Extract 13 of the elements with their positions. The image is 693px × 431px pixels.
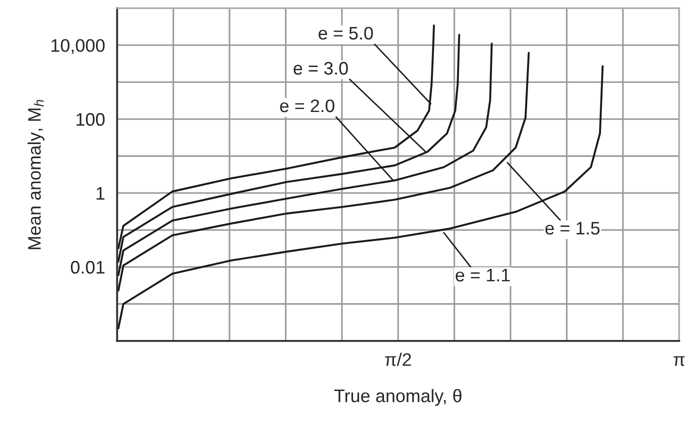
x-tick-label: π — [674, 356, 685, 366]
annotation: e = 3.0 — [294, 62, 348, 75]
annotation: e = 1.1 — [456, 268, 510, 282]
annotation: e = 1.5 — [545, 222, 600, 235]
x-axis-title: True anomaly, θ — [334, 389, 462, 406]
x-tick-label: π/2 — [385, 352, 411, 366]
y-tick-label: 100 — [76, 113, 105, 126]
annotation: e = 5.0 — [318, 26, 373, 40]
y-tick-label: 0.01 — [70, 260, 104, 274]
annotation: e = 2.0 — [280, 99, 334, 112]
y-tick-label: 1 — [96, 187, 104, 200]
y-axis-title: Mean anomaly, M$_{h}$ — [28, 100, 44, 250]
y-tick-label: 10,000 — [51, 39, 105, 54]
